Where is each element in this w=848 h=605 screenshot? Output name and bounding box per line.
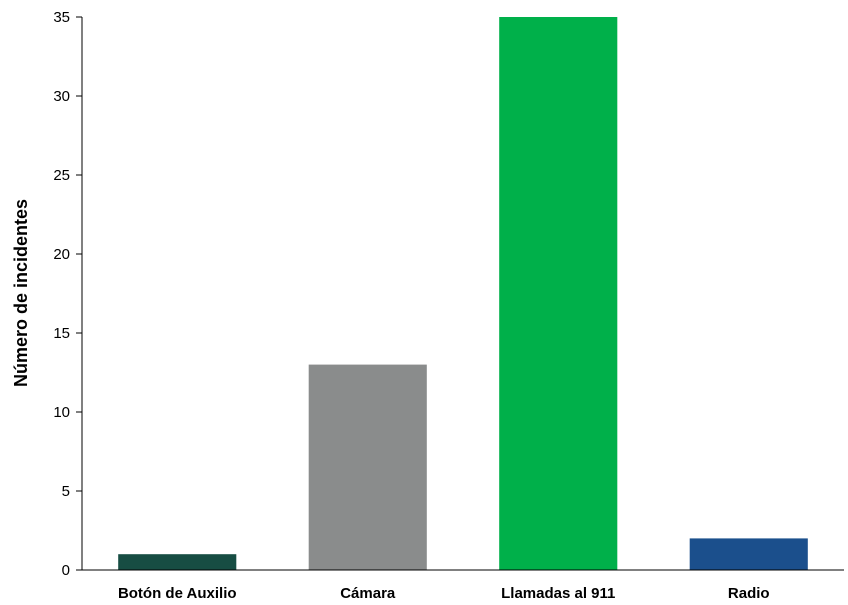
x-axis-labels: Botón de Auxilio Cámara Llamadas al 911 Rad… [118, 585, 770, 602]
bars [118, 17, 808, 570]
y-tick-label: 35 [53, 9, 70, 26]
y-tick-label: 30 [53, 88, 70, 105]
bar-bot-n-de-auxilio [118, 554, 237, 570]
bar-llamadas-al-911 [499, 17, 618, 570]
y-axis-ticks: 0 5 10 15 20 25 30 35 [53, 9, 82, 579]
y-tick-label: 0 [62, 562, 70, 579]
y-tick-label: 5 [62, 483, 70, 500]
y-tick-label: 20 [53, 246, 70, 263]
x-category-label: Llamadas al 911 [501, 585, 615, 602]
x-category-label: Radio [728, 585, 770, 602]
y-tick-label: 25 [53, 167, 70, 184]
y-axis-title: Número de incidentes [11, 199, 31, 387]
x-category-label: Botón de Auxilio [118, 585, 237, 602]
y-tick-label: 15 [53, 325, 70, 342]
y-tick-label: 10 [53, 404, 70, 421]
bar-radio [689, 538, 808, 570]
x-category-label: Cámara [340, 585, 396, 602]
bar-c-mara [308, 364, 427, 570]
